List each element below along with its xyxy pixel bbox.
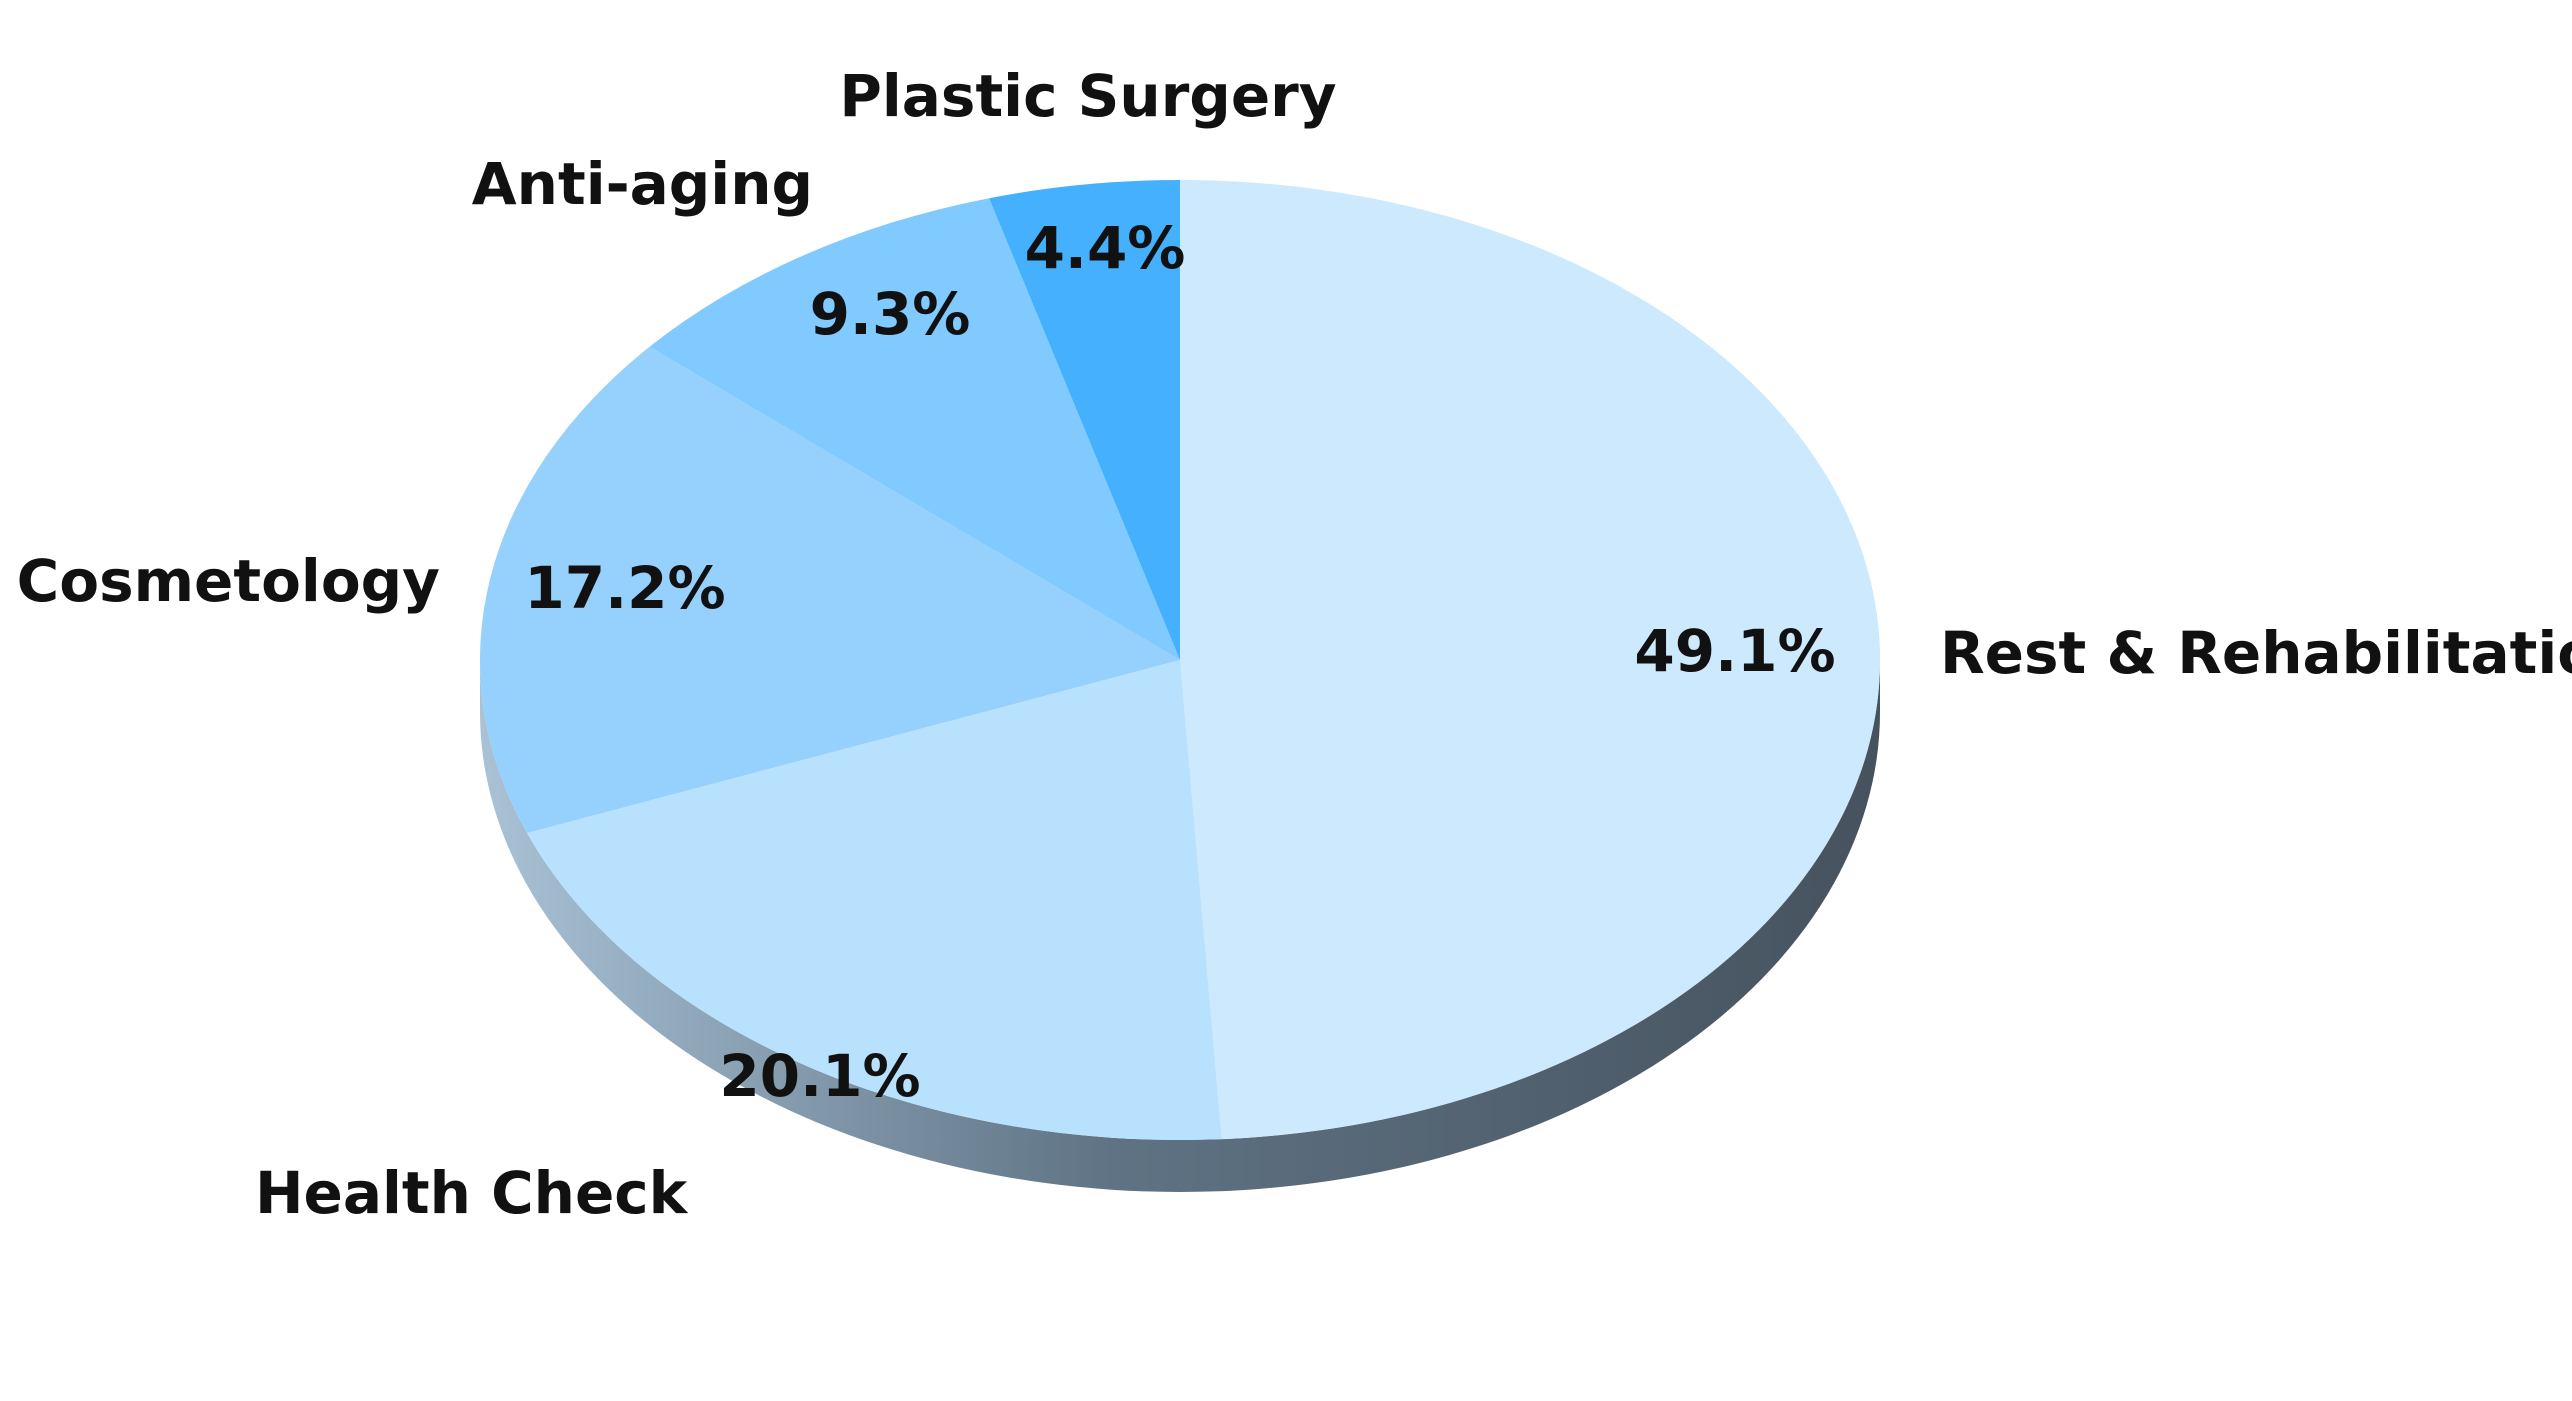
pie-slice-cosmetology xyxy=(480,346,1180,834)
pie-slices xyxy=(480,180,1881,1141)
pie-slice-rest-and-rehabilitation xyxy=(1180,180,1881,1140)
data-label-plastic-surgery: 4.4% xyxy=(1025,214,1186,282)
data-label-health-check: 20.1% xyxy=(719,1042,920,1110)
data-label-cosmetology: 17.2% xyxy=(524,554,725,622)
category-label-plastic-surgery: Plastic Surgery xyxy=(839,62,1336,130)
data-label-rest-and-rehabilitation: 49.1% xyxy=(1634,617,1835,685)
pie-labels: 49.1% Rest & Rehabilitation 20.1% Health Ch… xyxy=(17,62,2572,1227)
category-label-anti-aging: Anti-aging xyxy=(472,150,813,218)
category-label-health-check: Health Check xyxy=(255,1159,689,1227)
pie-slice-anti-aging xyxy=(649,198,1180,660)
data-label-anti-aging: 9.3% xyxy=(810,280,971,348)
pie-slice-health-check xyxy=(527,660,1222,1141)
category-label-rest-and-rehabilitation: Rest & Rehabilitation xyxy=(1940,619,2572,687)
category-label-cosmetology: Cosmetology xyxy=(17,547,440,615)
pie-slice-plastic-surgery xyxy=(989,180,1180,660)
